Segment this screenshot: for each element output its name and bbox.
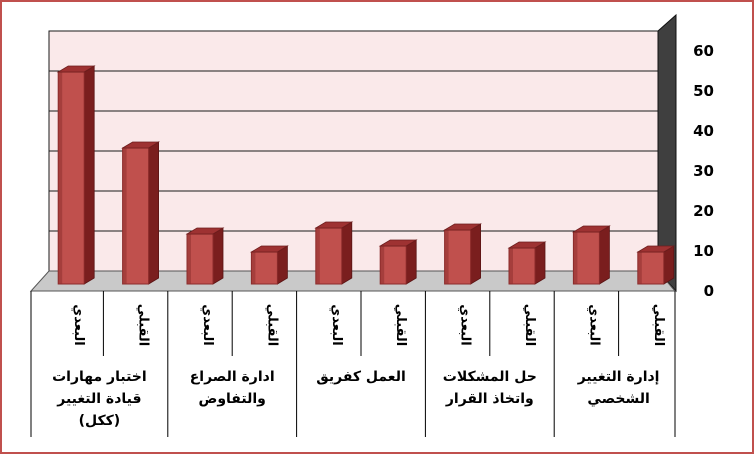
y-tick-label: 40 <box>693 122 714 140</box>
y-tick-label: 20 <box>693 202 714 220</box>
y-tick-label: 0 <box>704 282 714 300</box>
group-label: واتخاذ القرار <box>445 391 534 407</box>
bar <box>636 245 676 285</box>
chart-side-wall <box>657 13 677 293</box>
category-label: البعدي <box>200 304 215 345</box>
bar <box>507 241 547 285</box>
category-label: القبلي <box>264 304 279 346</box>
category-label: القبلي <box>393 304 408 346</box>
bar <box>378 239 418 285</box>
category-label: القبلي <box>136 304 151 346</box>
bar <box>249 245 289 285</box>
bar <box>56 65 96 285</box>
y-tick-label: 60 <box>693 42 714 60</box>
group-label: ادارة الصراع <box>190 369 275 385</box>
group-label: إدارة التغيير <box>577 369 660 385</box>
bar <box>185 227 225 285</box>
group-label: اختبار مهارات <box>52 369 147 385</box>
group-label: والتفاوض <box>199 391 266 407</box>
group-label: حل المشكلات <box>443 369 537 385</box>
group-label: قيادة التغيير <box>56 391 141 407</box>
bar <box>443 223 483 285</box>
group-label: العمل كفريق <box>316 369 406 385</box>
category-label: البعدي <box>458 304 473 345</box>
category-label: البعدي <box>71 304 86 345</box>
category-label: القبلي <box>651 304 666 346</box>
bar <box>571 225 611 285</box>
bar <box>314 221 354 285</box>
y-tick-label: 30 <box>693 162 714 180</box>
y-tick-label: 10 <box>693 242 714 260</box>
category-label: البعدي <box>586 304 601 345</box>
group-label: الشخصي <box>587 391 649 407</box>
bar <box>121 141 161 285</box>
category-label: القبلي <box>522 304 537 346</box>
group-label: (ككل) <box>79 413 121 429</box>
y-tick-label: 50 <box>693 82 714 100</box>
category-label: البعدي <box>329 304 344 345</box>
